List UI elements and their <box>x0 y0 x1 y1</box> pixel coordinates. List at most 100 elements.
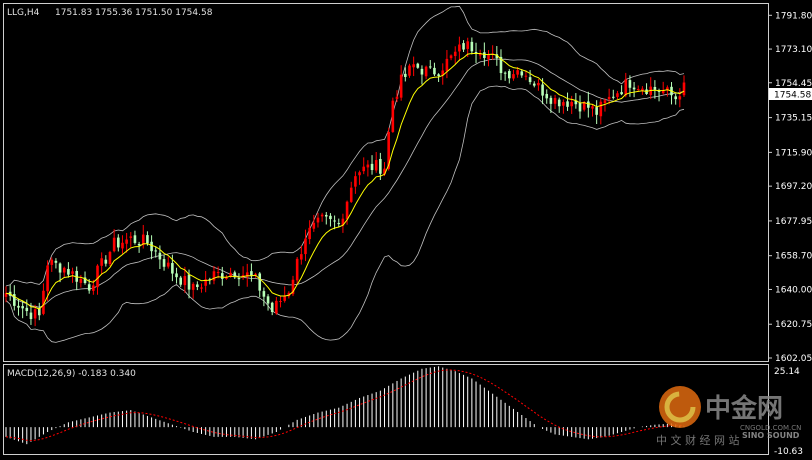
candle-body <box>408 65 411 76</box>
candle-body <box>100 258 103 266</box>
candle-body <box>632 87 636 90</box>
candle-body <box>557 99 561 107</box>
candle-body <box>137 244 141 246</box>
candle-body <box>166 262 170 267</box>
candle-body <box>603 100 607 104</box>
candle-body <box>25 307 29 312</box>
macd-axis-top: 25.14 <box>774 367 800 377</box>
candle-body <box>133 235 137 243</box>
candle-body <box>108 252 112 265</box>
candle-body <box>62 267 66 273</box>
candle-body <box>441 70 445 76</box>
candle-body <box>191 283 195 290</box>
candle-body <box>395 96 399 99</box>
candle-body <box>570 101 573 107</box>
candle-body <box>624 79 628 96</box>
candle-body <box>287 292 291 297</box>
candle-body <box>333 220 336 222</box>
candle-body <box>524 75 528 77</box>
candle-body <box>162 259 166 267</box>
candle-body <box>104 259 108 264</box>
bollinger-middle-band <box>5 58 685 308</box>
candle-body <box>112 237 116 252</box>
candle-body <box>641 88 644 91</box>
candle-body <box>379 158 382 174</box>
candle-body <box>420 68 424 75</box>
candle-body <box>67 268 70 275</box>
candle-body <box>503 72 507 74</box>
candle-body <box>370 163 374 171</box>
candle-body <box>657 90 661 92</box>
candle-body <box>661 90 665 94</box>
candle-body <box>175 273 178 278</box>
candle-body <box>537 82 540 86</box>
candle-body <box>374 160 378 171</box>
candle-body <box>141 234 145 246</box>
candle-body <box>58 263 62 273</box>
candle-body <box>445 58 449 72</box>
candle-body <box>416 63 420 68</box>
candle-body <box>611 96 615 98</box>
candle-body <box>578 102 582 112</box>
price-axis: 1791.80 1773.10 1754.45 1735.15 1715.90 1697.… <box>769 11 812 364</box>
candle-body <box>495 54 499 59</box>
candle-body <box>349 187 353 202</box>
candle-body <box>324 214 328 217</box>
candle-body <box>516 70 519 75</box>
candle-body <box>487 54 490 60</box>
candle-body <box>291 279 295 295</box>
watermark-tagline: 中 文 财 经 网 站 <box>656 433 739 447</box>
moving-average-line <box>5 53 685 310</box>
candle-body <box>4 293 8 297</box>
candle-body <box>512 74 515 79</box>
candle-body <box>470 41 474 52</box>
macd-signal <box>5 369 685 442</box>
candle-body <box>616 93 619 97</box>
candle-body <box>117 237 120 248</box>
bollinger-lower-band <box>5 85 685 343</box>
candle-body <box>462 43 465 50</box>
candle-body <box>295 258 299 281</box>
candle-body <box>412 64 415 68</box>
candle-body <box>154 250 158 252</box>
candle-body <box>87 284 91 291</box>
candle-body <box>13 294 16 306</box>
candle-body <box>308 227 311 240</box>
candle-body <box>678 96 682 100</box>
candle-body <box>383 168 386 175</box>
candle-body <box>245 272 249 277</box>
candle-body <box>354 176 357 187</box>
candle-body <box>212 271 216 281</box>
candle-body <box>532 83 536 86</box>
candle-body <box>483 52 486 58</box>
macd-histogram <box>5 366 685 445</box>
candle-body <box>92 285 95 291</box>
candle-body <box>250 271 253 276</box>
ma-line <box>5 53 685 310</box>
candle-body <box>399 74 403 98</box>
price-tick-label: 1735.15 <box>775 114 812 124</box>
candle-body <box>424 66 428 77</box>
candle-body <box>233 272 237 278</box>
candle-body <box>17 305 20 308</box>
bollinger-bands <box>5 5 685 343</box>
candle-body <box>345 201 349 220</box>
candle-body <box>96 265 99 288</box>
candle-body <box>545 93 549 99</box>
current-price-box <box>769 88 812 100</box>
candle-body <box>275 300 278 314</box>
candle-body <box>674 96 677 100</box>
candle-body <box>607 96 611 100</box>
chart-ohlc: 1751.83 1755.36 1751.50 1754.58 <box>55 8 213 18</box>
candle-body <box>404 73 407 77</box>
candle-body <box>75 270 79 282</box>
candle-body <box>499 56 503 74</box>
candle-body <box>595 107 598 115</box>
candle-body <box>304 238 307 255</box>
candle-body <box>478 53 482 56</box>
candle-body <box>329 215 332 220</box>
candle-body <box>591 106 594 109</box>
watermark-sino: SINO SOUND <box>742 431 800 440</box>
candle-body <box>628 80 632 88</box>
price-tick-label: 1715.90 <box>775 148 812 158</box>
